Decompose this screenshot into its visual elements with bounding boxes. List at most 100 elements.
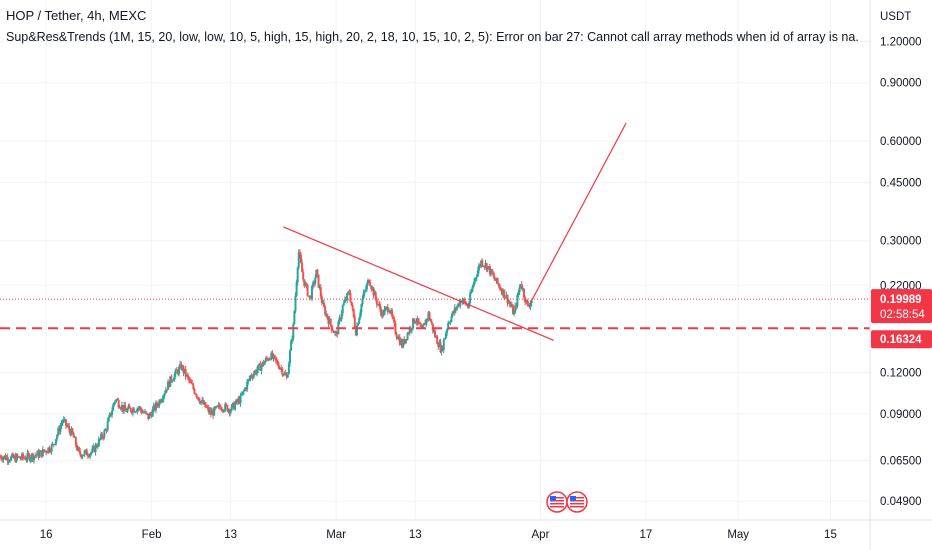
flag-stripe	[570, 500, 584, 502]
candle-body	[133, 408, 136, 413]
candle-body	[69, 430, 72, 436]
candle-body	[331, 330, 334, 332]
candle-body	[209, 410, 212, 415]
candle-body	[332, 331, 335, 333]
candle-body	[113, 402, 116, 405]
candle-body	[48, 447, 51, 452]
candle-body	[289, 350, 291, 364]
candle-body	[236, 399, 239, 403]
drawings-layer	[0, 122, 870, 341]
candle-body	[219, 407, 222, 410]
candle-body	[120, 405, 123, 409]
price-tick-label: 0.30000	[880, 236, 922, 248]
candle-body	[265, 358, 268, 360]
support-price-value: 0.16324	[880, 334, 922, 346]
candle-body	[267, 358, 270, 361]
candle-body	[186, 374, 189, 378]
flag-stripe	[550, 506, 564, 508]
candle-body	[16, 454, 19, 458]
candle-body	[321, 302, 324, 304]
candle-body	[509, 304, 512, 307]
candle-body	[354, 327, 357, 336]
candle-body	[154, 402, 157, 411]
candle-body	[203, 402, 206, 405]
candle-body	[100, 433, 103, 439]
candle-body	[128, 406, 131, 409]
candle-body	[270, 352, 273, 360]
candle-body	[73, 437, 76, 439]
candle-body	[301, 262, 304, 273]
candle-body	[369, 282, 372, 287]
candle-body	[351, 305, 354, 309]
candle-body	[428, 312, 431, 320]
candle-body	[297, 252, 300, 268]
candle-body	[396, 336, 399, 340]
candle-body	[153, 405, 156, 411]
us-flag-event-icon[interactable]	[566, 491, 588, 513]
candle-body	[260, 365, 263, 371]
candle-body	[448, 322, 451, 324]
candle-body	[303, 279, 306, 286]
candle-body	[253, 370, 256, 374]
candle-body	[446, 328, 449, 333]
symbol-title[interactable]: HOP / Tether, 4h, MEXC	[6, 8, 147, 23]
candle-body	[516, 294, 519, 307]
candle-body	[224, 403, 227, 411]
candle-body	[245, 388, 248, 390]
flag-ring	[566, 491, 588, 513]
us-flag-event-icon[interactable]	[546, 491, 568, 513]
candle-body	[7, 460, 10, 462]
candle-body	[2, 457, 5, 461]
candle-body	[11, 454, 14, 457]
candle-body	[328, 318, 331, 324]
candle-body	[316, 269, 319, 275]
candle-body	[275, 360, 278, 362]
event-markers[interactable]	[546, 491, 588, 513]
candle-body	[306, 284, 309, 297]
candle-body	[226, 405, 229, 412]
candle-body	[477, 265, 480, 271]
candle-body	[370, 286, 373, 290]
indicator-legend[interactable]: Sup&Res&Trends (1M, 15, 20, low, low, 10…	[6, 30, 859, 44]
candle-body	[435, 336, 438, 338]
candle-body	[356, 325, 359, 336]
candle-body	[298, 252, 301, 255]
candle-body	[9, 456, 12, 461]
candle-body	[268, 358, 271, 361]
candle-body	[502, 289, 505, 295]
candle-body	[182, 366, 185, 373]
candle-body	[47, 447, 50, 453]
candle-body	[276, 361, 279, 366]
candle-body	[201, 400, 204, 402]
candle-body	[518, 287, 521, 293]
candle-body	[453, 307, 456, 313]
candle-body	[214, 407, 217, 409]
candle-body	[388, 310, 391, 313]
candle-body	[471, 287, 474, 292]
candle-body	[230, 404, 233, 411]
candle-body	[501, 290, 504, 295]
candle-body	[63, 419, 66, 421]
candle-body	[243, 388, 246, 391]
candle-body	[200, 401, 203, 404]
candle-body	[394, 323, 397, 334]
candle-body	[375, 299, 378, 305]
candle-body	[455, 306, 458, 310]
candle-body	[237, 398, 240, 403]
candle-body	[173, 374, 176, 380]
candle-body	[361, 298, 364, 305]
candle-body	[24, 457, 27, 460]
candle-body	[137, 407, 140, 409]
candle-body	[125, 410, 128, 413]
candle-body	[525, 299, 528, 303]
candle-body	[50, 444, 53, 452]
candle-body	[315, 269, 318, 278]
candle-body	[98, 438, 101, 440]
candle-body	[434, 330, 436, 337]
candle-body	[269, 358, 272, 360]
candle-body	[302, 272, 305, 280]
candle-body	[152, 405, 155, 410]
candle-body	[278, 365, 281, 369]
candle-body	[409, 327, 412, 331]
